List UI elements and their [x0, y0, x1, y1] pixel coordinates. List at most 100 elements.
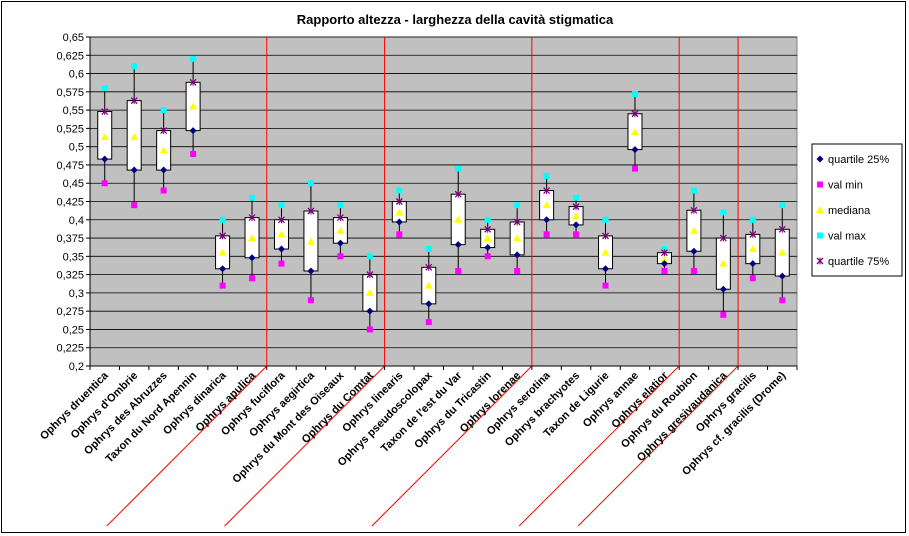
- point-val-max: [425, 246, 432, 253]
- y-tick-label: 0,425: [56, 197, 84, 209]
- point-mediana: [248, 234, 257, 242]
- point-quartile-25: [395, 218, 403, 226]
- point-val-max: [573, 194, 580, 201]
- y-tick-label: 0,65: [63, 32, 84, 44]
- point-val-min: [455, 267, 462, 274]
- point-val-max: [131, 63, 138, 70]
- point-quartile-25: [307, 267, 315, 275]
- y-tick-label: 0,55: [63, 105, 84, 117]
- point-mediana: [306, 237, 315, 245]
- point-quartile-75: [189, 78, 197, 86]
- point-mediana: [395, 208, 404, 216]
- point-quartile-25: [454, 241, 462, 249]
- point-mediana: [572, 212, 581, 220]
- legend-marker-val-max: [817, 232, 823, 239]
- point-quartile-75: [513, 218, 521, 226]
- point-val-max: [690, 187, 697, 194]
- point-val-max: [514, 202, 521, 209]
- point-mediana: [719, 259, 728, 267]
- point-mediana: [601, 248, 610, 256]
- point-val-min: [101, 180, 108, 187]
- point-quartile-25: [719, 285, 727, 293]
- point-quartile-25: [660, 260, 668, 268]
- point-val-min: [631, 165, 638, 172]
- point-val-max: [661, 246, 668, 253]
- point-quartile-75: [660, 249, 668, 257]
- point-quartile-75: [130, 97, 138, 105]
- point-val-min: [573, 231, 580, 238]
- y-tick-label: 0,575: [56, 87, 84, 99]
- point-quartile-75: [425, 263, 433, 271]
- point-val-min: [602, 282, 609, 289]
- point-mediana: [689, 226, 698, 234]
- point-val-min: [425, 319, 432, 326]
- point-val-min: [661, 267, 668, 274]
- point-quartile-75: [219, 232, 227, 240]
- point-mediana: [365, 288, 374, 296]
- point-mediana: [218, 248, 227, 256]
- point-val-min: [131, 202, 138, 209]
- y-tick-label: 0,45: [63, 178, 84, 190]
- point-quartile-75: [248, 214, 256, 222]
- point-val-max: [219, 216, 226, 223]
- point-val-max: [455, 165, 462, 172]
- point-quartile-25: [248, 254, 256, 262]
- point-quartile-25: [277, 245, 285, 253]
- y-tick-label: 0,35: [63, 251, 84, 263]
- point-quartile-25: [336, 239, 344, 247]
- point-quartile-75: [454, 190, 462, 198]
- point-mediana: [483, 234, 492, 242]
- legend-box: [811, 143, 903, 277]
- legend-label: val max: [828, 231, 866, 243]
- legend-label: mediana: [828, 205, 871, 217]
- point-val-max: [484, 216, 491, 223]
- point-quartile-25: [631, 146, 639, 154]
- point-val-min: [366, 326, 373, 333]
- point-quartile-75: [690, 206, 698, 214]
- point-quartile-25: [749, 260, 757, 268]
- legend-marker-val-min: [817, 181, 823, 188]
- point-quartile-75: [719, 234, 727, 242]
- point-quartile-25: [160, 166, 168, 174]
- point-mediana: [277, 230, 286, 238]
- point-quartile-75: [543, 187, 551, 195]
- point-quartile-25: [484, 244, 492, 252]
- point-quartile-25: [189, 127, 197, 135]
- point-val-min: [249, 275, 256, 282]
- point-quartile-75: [749, 230, 757, 238]
- group-separator-diagonal: [577, 365, 739, 527]
- point-quartile-25: [130, 166, 138, 174]
- legend-label: quartile 75%: [828, 256, 889, 268]
- point-mediana: [130, 133, 139, 141]
- point-val-max: [396, 187, 403, 194]
- legend: quartile 25% val min mediana val max quartil…: [811, 143, 903, 277]
- point-quartile-25: [219, 265, 227, 273]
- point-val-min: [484, 253, 491, 260]
- point-val-min: [337, 253, 344, 260]
- point-mediana: [630, 128, 639, 136]
- point-val-max: [190, 55, 197, 62]
- point-val-min: [160, 187, 167, 194]
- y-tick-label: 0,5: [69, 142, 84, 154]
- y-tick-label: 0,3: [69, 288, 84, 300]
- y-tick-label: 0,25: [63, 324, 84, 336]
- point-mediana: [159, 146, 168, 154]
- point-val-max: [278, 202, 285, 209]
- legend-marker-mediana: [816, 206, 824, 213]
- point-val-max: [631, 91, 638, 98]
- point-quartile-25: [778, 272, 786, 280]
- point-mediana: [189, 102, 198, 110]
- point-mediana: [100, 133, 109, 141]
- point-quartile-75: [484, 225, 492, 233]
- point-val-max: [602, 216, 609, 223]
- y-tick-label: 0,225: [56, 343, 84, 355]
- chart-title: Rapporto altezza - larghezza della cavit…: [297, 12, 614, 27]
- plot-area: 0,2 0,225 0,25 0,275 0,3 0,325 0,35 0,375 0,4 0,4…: [38, 32, 798, 527]
- point-mediana: [424, 281, 433, 289]
- y-tick-label: 0,4: [69, 215, 84, 227]
- point-val-max: [366, 253, 373, 260]
- point-quartile-25: [543, 216, 551, 224]
- point-quartile-25: [513, 251, 521, 259]
